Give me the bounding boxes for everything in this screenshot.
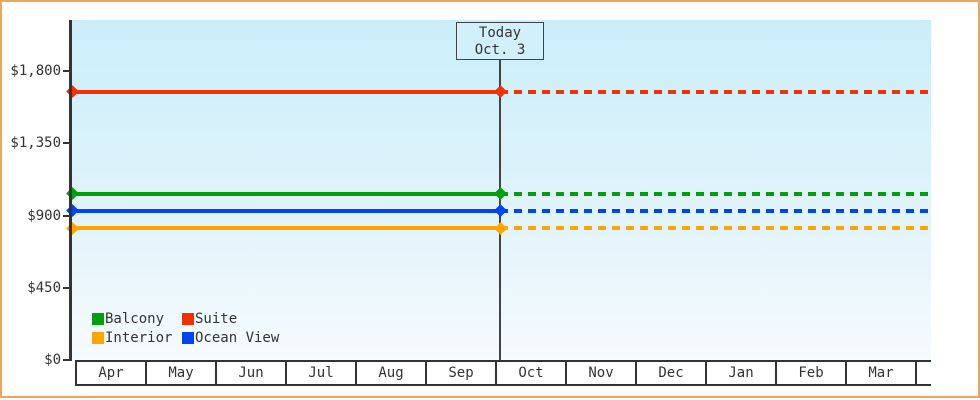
month-cell-oct: Oct xyxy=(497,362,567,384)
legend-row-0: Balcony Suite xyxy=(92,311,279,327)
legend-swatch-interior xyxy=(92,332,104,344)
series-line-solid-ocean-view xyxy=(72,208,500,213)
y-tick-label-0: $0 xyxy=(44,352,61,368)
legend-item-balcony[interactable]: Balcony xyxy=(92,311,182,327)
series-line-dashed-suite xyxy=(500,89,931,94)
series-line-solid-interior xyxy=(72,226,500,231)
y-tick-1350 xyxy=(63,142,70,145)
legend-row-1: Interior Ocean View xyxy=(92,330,280,346)
month-cell-jan: Jan xyxy=(707,362,777,384)
month-cell-jul: Jul xyxy=(287,362,357,384)
month-cell-nov: Nov xyxy=(567,362,637,384)
legend-swatch-suite xyxy=(182,313,194,325)
legend-item-ocean-view[interactable]: Ocean View xyxy=(182,330,280,346)
y-tick-900 xyxy=(63,214,70,217)
legend: Balcony Suite Interior Ocean View xyxy=(92,311,280,351)
y-tick-450 xyxy=(63,286,70,289)
y-axis-line xyxy=(69,20,72,361)
y-tick-0 xyxy=(63,359,70,361)
month-cell-dec: Dec xyxy=(637,362,707,384)
month-cell-sep: Sep xyxy=(427,362,497,384)
legend-label-interior: Interior xyxy=(105,330,173,346)
today-date: Oct. 3 xyxy=(474,42,526,58)
legend-label-suite: Suite xyxy=(195,311,238,327)
month-cell-feb: Feb xyxy=(777,362,847,384)
series-line-dashed-balcony xyxy=(500,191,931,196)
series-line-dashed-ocean-view xyxy=(500,208,931,213)
y-tick-label-900: $900 xyxy=(27,207,61,224)
legend-swatch-balcony xyxy=(92,313,104,325)
y-tick-label-1350: $1,350 xyxy=(10,135,61,152)
today-annotation-box: Today Oct. 3 xyxy=(456,22,544,60)
month-cell-may: May xyxy=(147,362,217,384)
series-line-solid-suite xyxy=(72,89,500,94)
series-line-dashed-interior xyxy=(500,226,931,231)
month-cell-jun: Jun xyxy=(217,362,287,384)
legend-label-balcony: Balcony xyxy=(105,311,165,327)
month-cell-aug: Aug xyxy=(357,362,427,384)
legend-item-interior[interactable]: Interior xyxy=(92,330,182,346)
legend-swatch-ocean-view xyxy=(182,332,194,344)
month-cell-mar: Mar xyxy=(847,362,917,384)
x-axis-month-band: Apr May Jun Jul Aug Sep Oct Nov Dec Jan Feb Mar xyxy=(75,360,931,386)
month-band-filler xyxy=(917,362,931,384)
legend-label-ocean-view: Ocean View xyxy=(195,330,280,346)
y-tick-label-450: $450 xyxy=(27,279,61,296)
legend-item-suite[interactable]: Suite xyxy=(182,311,238,327)
y-tick-label-1800: $1,800 xyxy=(10,63,61,79)
series-line-solid-balcony xyxy=(72,191,500,196)
today-label: Today xyxy=(478,25,522,41)
y-tick-1800 xyxy=(63,70,70,72)
month-cell-apr: Apr xyxy=(77,362,147,384)
